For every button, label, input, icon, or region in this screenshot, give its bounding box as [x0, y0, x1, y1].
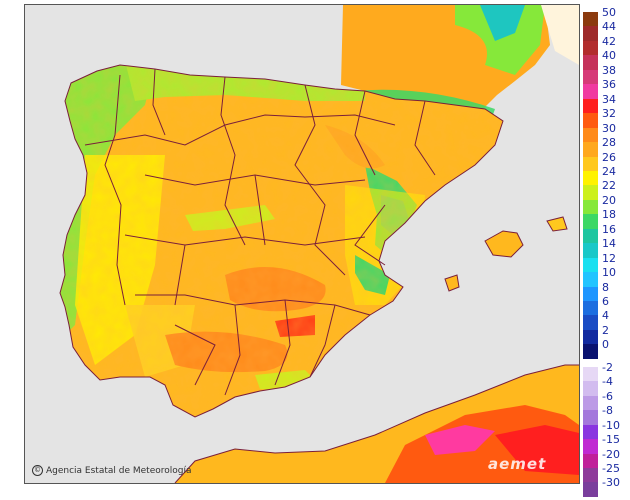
legend-label: 38 — [602, 63, 616, 77]
legend-label: 6 — [602, 295, 609, 308]
legend-swatch — [583, 344, 598, 360]
legend-swatch — [583, 257, 598, 273]
legend-swatch — [583, 286, 598, 302]
legend-swatch — [583, 453, 598, 469]
legend-label: 28 — [602, 136, 616, 150]
legend-label: 16 — [602, 222, 616, 236]
legend-label: -15 — [602, 433, 620, 447]
legend-swatch — [583, 381, 598, 397]
legend-label: -2 — [602, 360, 613, 374]
legend-label: 32 — [602, 107, 616, 121]
legend-swatch — [583, 185, 598, 201]
credit-text: Agencia Estatal de Meteorología — [46, 465, 192, 476]
legend-swatch — [583, 395, 598, 411]
legend-swatch — [583, 142, 598, 157]
legend-label: 12 — [602, 251, 616, 265]
legend-label: 24 — [602, 164, 616, 178]
legend-swatch — [583, 301, 598, 316]
legend-label: -10 — [602, 418, 620, 432]
province-borders — [59, 64, 504, 418]
legend-swatch — [583, 55, 598, 71]
aemet-logo: aemet — [488, 455, 547, 473]
legend-swatch — [583, 170, 598, 186]
copyright-icon: © — [32, 465, 43, 476]
legend-swatch — [583, 439, 598, 454]
legend-label: -25 — [602, 461, 620, 475]
legend-label: -30 — [602, 476, 620, 490]
legend-label: 8 — [602, 280, 609, 294]
legend-label: 14 — [602, 237, 616, 251]
legend-label: 40 — [602, 49, 616, 63]
alps-foothills — [455, 5, 545, 75]
agency-credit: © Agencia Estatal de Meteorología — [32, 465, 192, 476]
legend-swatch — [583, 228, 598, 244]
legend-swatch — [583, 98, 598, 114]
legend-swatch — [583, 127, 598, 143]
north-africa — [174, 364, 579, 483]
legend-label: 34 — [602, 92, 616, 106]
legend-swatch — [583, 272, 598, 288]
legend-label: 2 — [602, 323, 609, 337]
legend-label: 10 — [602, 266, 616, 280]
legend-label: 44 — [602, 20, 616, 34]
legend-label: -4 — [602, 375, 613, 389]
legend-swatch — [583, 243, 598, 259]
legend-label: 30 — [602, 121, 616, 135]
legend-label: 22 — [602, 179, 616, 193]
legend-swatch — [583, 12, 598, 27]
map-canvas — [59, 5, 579, 483]
legend-swatch — [583, 467, 598, 483]
legend-swatch — [583, 214, 598, 230]
legend-label: 20 — [602, 193, 616, 207]
legend-swatch — [583, 40, 598, 56]
legend-swatch — [583, 366, 598, 382]
legend-label: -6 — [602, 389, 613, 403]
legend-swatch — [583, 69, 598, 85]
legend-label: 42 — [602, 34, 616, 48]
legend-swatch — [583, 410, 598, 426]
legend-label: 26 — [602, 150, 616, 164]
legend-label: 50 — [602, 6, 616, 19]
france-east-strip — [541, 5, 579, 65]
legend-swatch — [583, 199, 598, 215]
temperature-legend: 50 44 42 40 38 36 34 32 30 28 26 24 22 20 18 16 14 12 10 8 6… — [583, 6, 629, 498]
legend-label: 0 — [602, 338, 609, 352]
legend-swatch — [583, 329, 598, 345]
legend-swatch — [583, 26, 598, 42]
legend-label: -8 — [602, 404, 613, 418]
temperature-map — [24, 4, 580, 484]
legend-swatch — [583, 424, 598, 440]
legend-label: 18 — [602, 208, 616, 222]
legend-swatch — [583, 113, 598, 129]
balearic-islands — [444, 216, 568, 292]
legend-label: 36 — [602, 78, 616, 92]
legend-label: -20 — [602, 447, 620, 461]
legend-swatch — [583, 315, 598, 331]
legend-swatch — [583, 84, 598, 100]
alps-high — [480, 5, 525, 41]
legend-label: 4 — [602, 309, 609, 323]
legend-swatch — [583, 156, 598, 172]
legend-swatch — [583, 482, 598, 498]
